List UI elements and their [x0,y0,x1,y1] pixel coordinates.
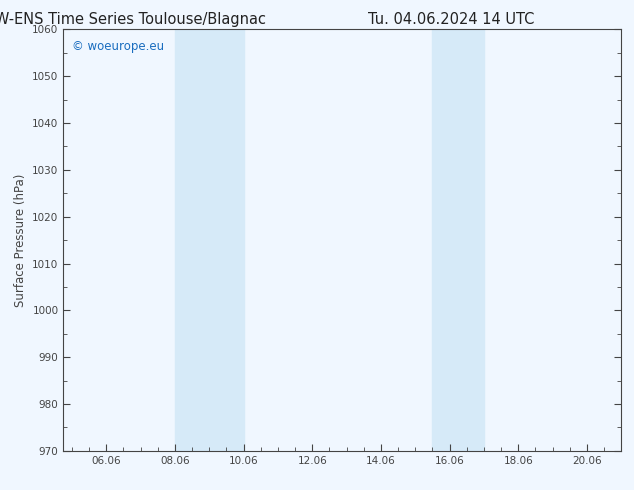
Bar [175,29,243,451]
Bar [432,29,484,451]
Y-axis label: Surface Pressure (hPa): Surface Pressure (hPa) [14,173,27,307]
Text: © woeurope.eu: © woeurope.eu [72,40,164,53]
Text: ECMW-ENS Time Series Toulouse/Blagnac: ECMW-ENS Time Series Toulouse/Blagnac [0,12,266,27]
Text: Tu. 04.06.2024 14 UTC: Tu. 04.06.2024 14 UTC [368,12,534,27]
